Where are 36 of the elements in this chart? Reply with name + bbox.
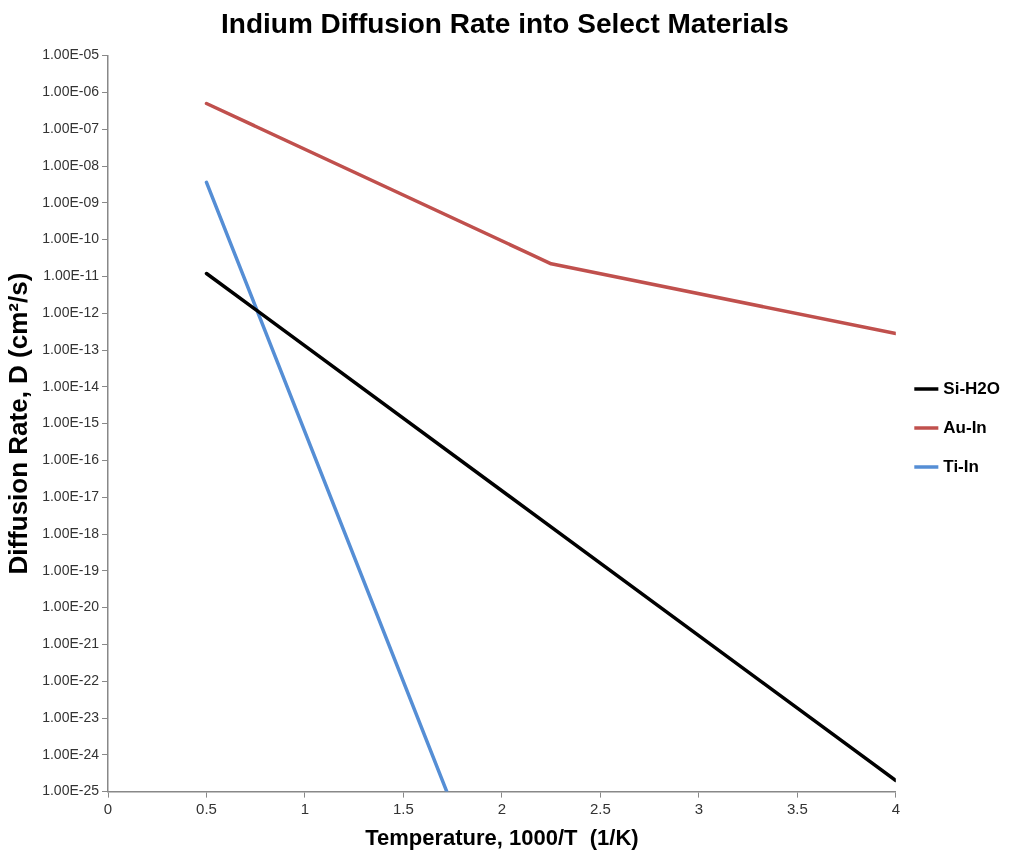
y-tick-label: 1.00E-24	[42, 745, 100, 762]
y-tick-label: 1.00E-11	[43, 267, 100, 284]
x-tick-label: 3	[694, 799, 704, 817]
x-tick-label: 2.5	[589, 799, 611, 817]
y-tick-label: 1.00E-16	[42, 451, 100, 468]
y-tick-label: 1.00E-20	[42, 598, 100, 615]
y-tick-label: 1.00E-15	[42, 414, 100, 431]
y-tick-label: 1.00E-25	[42, 782, 100, 799]
x-axis-title: Temperature, 1000/T (1/K)	[365, 824, 639, 850]
y-tick-label: 1.00E-05	[42, 46, 100, 63]
x-tick-label: 1.5	[393, 799, 414, 817]
legend-label: Ti-In	[943, 456, 979, 476]
legend-label: Si-H2O	[943, 378, 1001, 398]
x-tick-label: 3.5	[786, 799, 808, 817]
y-axis-title: Diffusion Rate, D (cm²/s)	[2, 272, 33, 575]
y-tick-label: 1.00E-21	[42, 635, 100, 652]
y-tick-label: 1.00E-13	[42, 340, 100, 357]
x-tick-label: 2	[497, 799, 507, 817]
y-tick-label: 1.00E-07	[42, 120, 100, 137]
y-tick-label: 1.00E-10	[42, 230, 100, 247]
y-tick-label: 1.00E-08	[42, 156, 100, 173]
y-tick-label: 1.00E-23	[42, 708, 100, 725]
y-tick-label: 1.00E-18	[42, 524, 100, 541]
y-tick-label: 1.00E-19	[42, 561, 100, 578]
chart-title: Indium Diffusion Rate into Select Materials	[221, 7, 789, 39]
y-tick-label: 1.00E-14	[42, 377, 100, 394]
legend-label: Au-In	[943, 417, 987, 437]
y-tick-label: 1.00E-22	[42, 672, 100, 689]
y-tick-label: 1.00E-06	[42, 83, 100, 100]
x-tick-label: 1	[300, 799, 310, 817]
x-tick-label: 0.5	[196, 799, 217, 817]
x-tick-label: 4	[891, 799, 900, 817]
y-tick-label: 1.00E-17	[42, 488, 100, 505]
x-tick-label: 0	[103, 799, 113, 817]
y-tick-label: 1.00E-09	[42, 193, 100, 210]
y-tick-label: 1.00E-12	[42, 304, 100, 321]
